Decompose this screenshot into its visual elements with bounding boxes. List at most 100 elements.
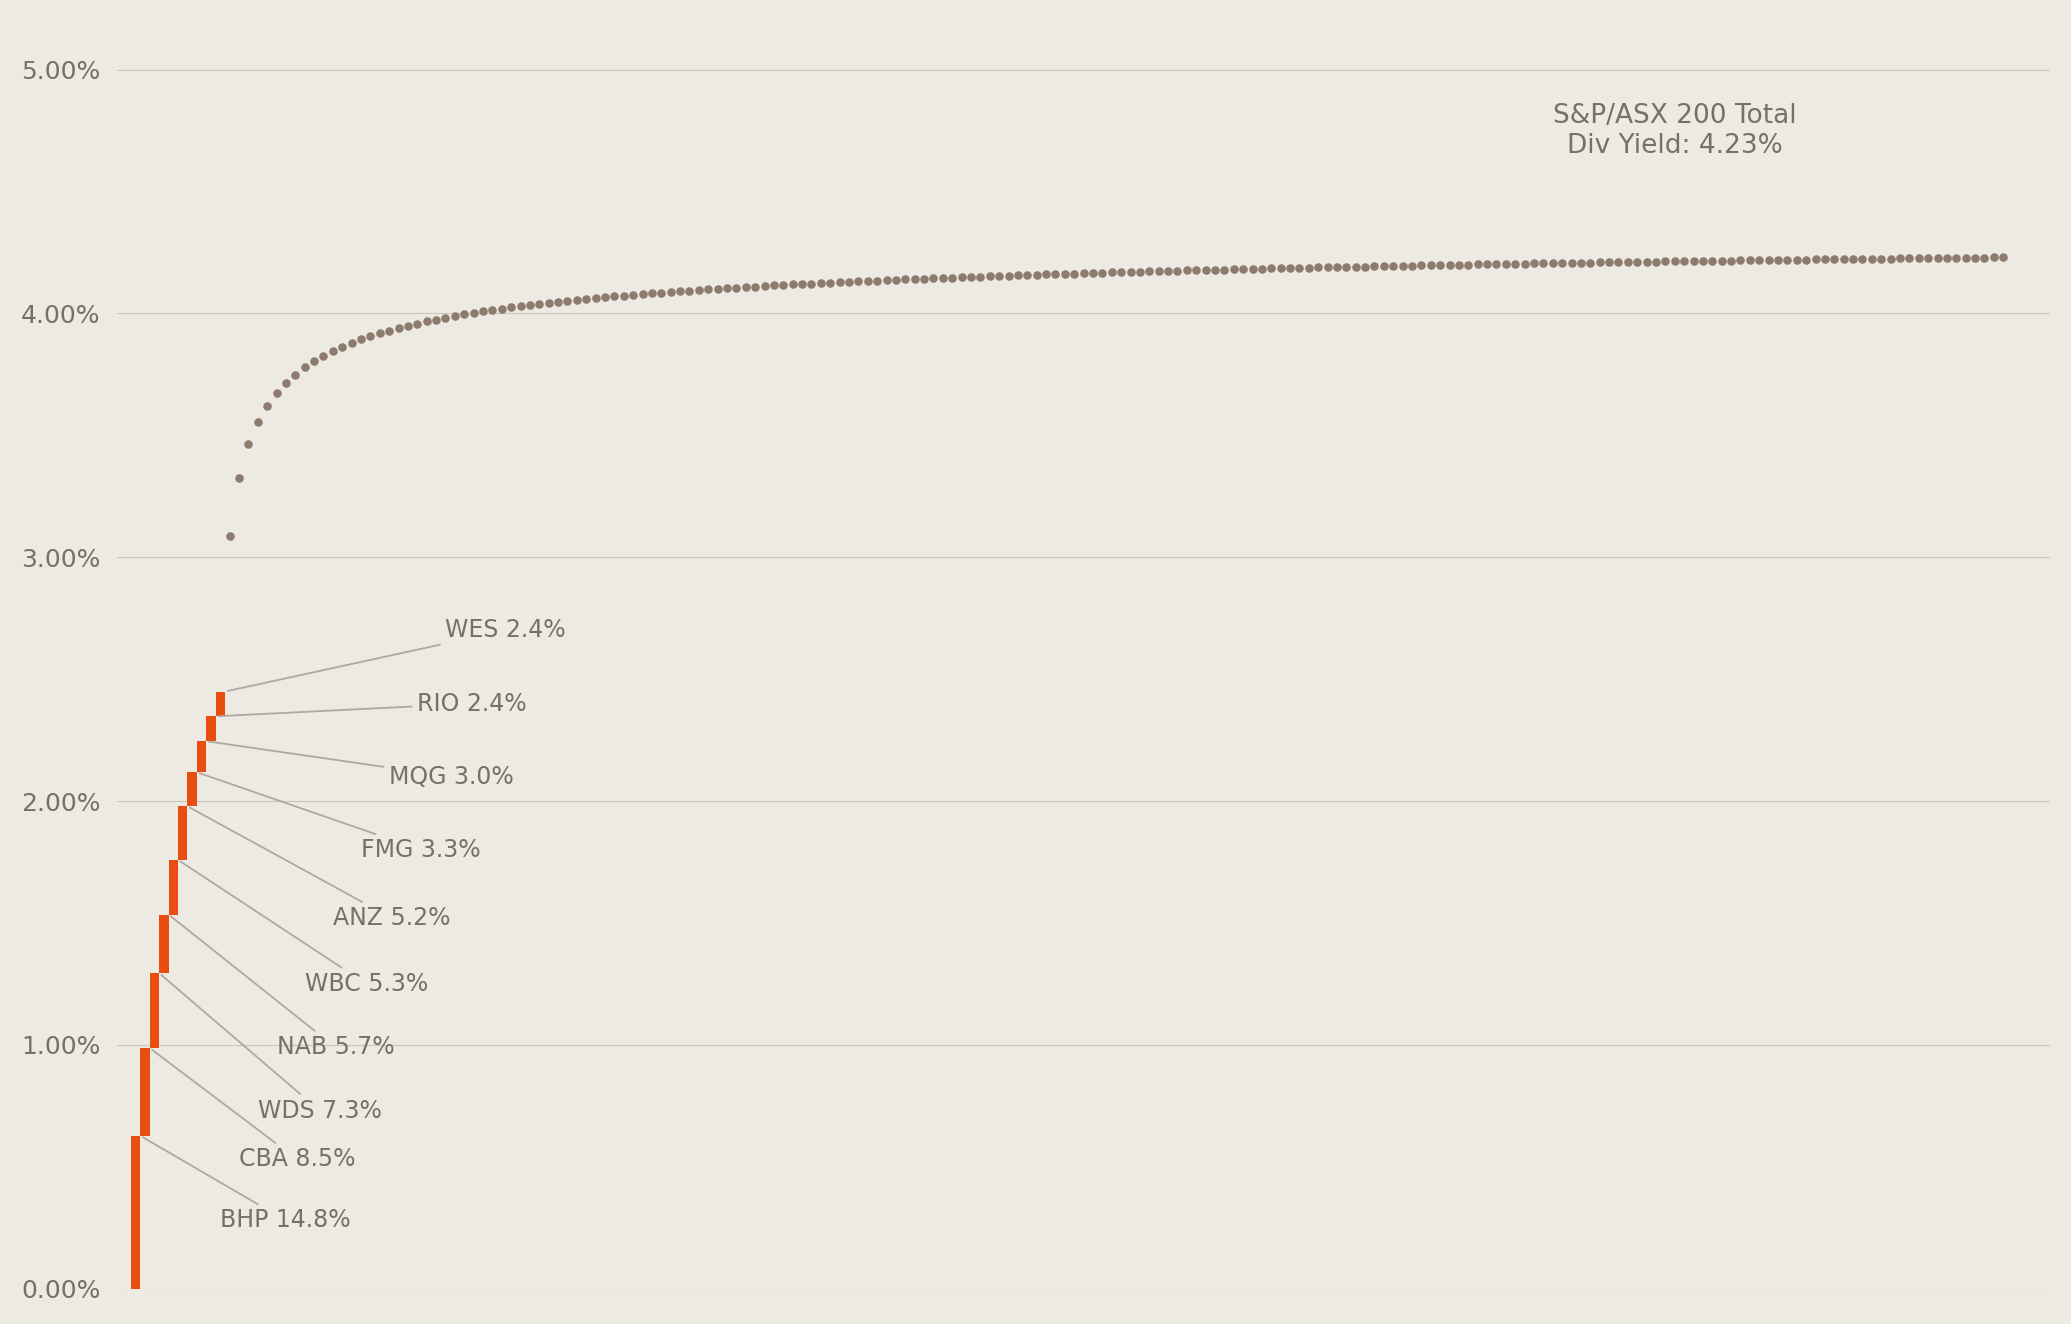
Text: ANZ 5.2%: ANZ 5.2% bbox=[191, 808, 449, 929]
Point bbox=[681, 279, 714, 301]
Point bbox=[1856, 248, 1889, 269]
Point bbox=[1593, 252, 1626, 273]
Text: WDS 7.3%: WDS 7.3% bbox=[162, 974, 381, 1123]
Point bbox=[1141, 261, 1174, 282]
Point bbox=[1499, 253, 1533, 274]
Point bbox=[944, 266, 978, 287]
Point bbox=[391, 315, 425, 336]
Point bbox=[570, 289, 603, 310]
Point bbox=[1752, 249, 1785, 270]
Point bbox=[1021, 263, 1054, 285]
Point bbox=[963, 266, 996, 287]
Point bbox=[1433, 254, 1466, 275]
Point bbox=[344, 328, 377, 350]
Point bbox=[1912, 248, 1945, 269]
Bar bbox=[197, 741, 207, 772]
Point bbox=[841, 270, 874, 291]
Point bbox=[1236, 258, 1270, 279]
Point bbox=[804, 273, 837, 294]
Point bbox=[833, 271, 866, 293]
Point bbox=[777, 274, 810, 295]
Point bbox=[617, 285, 650, 306]
Point bbox=[514, 294, 547, 315]
Text: BHP 14.8%: BHP 14.8% bbox=[143, 1137, 350, 1233]
Point bbox=[1526, 253, 1559, 274]
Point bbox=[1348, 256, 1381, 277]
Point bbox=[1649, 250, 1682, 271]
Point bbox=[420, 308, 454, 330]
Point bbox=[1441, 254, 1475, 275]
Point bbox=[1414, 254, 1448, 275]
Point bbox=[1667, 250, 1700, 271]
Point bbox=[888, 269, 922, 290]
Point bbox=[1742, 250, 1775, 271]
Point bbox=[400, 312, 433, 334]
Point bbox=[729, 277, 762, 298]
Point bbox=[447, 303, 480, 324]
Point bbox=[1845, 249, 1878, 270]
Point bbox=[1359, 256, 1392, 277]
Point bbox=[1555, 253, 1588, 274]
Point bbox=[955, 266, 988, 287]
Point bbox=[1630, 252, 1663, 273]
Point bbox=[1170, 260, 1203, 281]
Point bbox=[992, 265, 1025, 286]
Point bbox=[1330, 257, 1363, 278]
Point bbox=[1385, 256, 1419, 277]
Bar bbox=[149, 973, 159, 1049]
Point bbox=[1199, 260, 1232, 281]
Point bbox=[673, 279, 706, 301]
Point bbox=[1800, 249, 1833, 270]
Point bbox=[222, 467, 255, 489]
Point bbox=[1715, 250, 1748, 271]
Point bbox=[1122, 261, 1156, 282]
Point bbox=[307, 346, 340, 367]
Point bbox=[1151, 261, 1185, 282]
Bar bbox=[159, 915, 168, 973]
Point bbox=[1922, 248, 1955, 269]
Point bbox=[1903, 248, 1936, 269]
Point bbox=[1508, 253, 1541, 274]
Point bbox=[700, 278, 733, 299]
Point bbox=[1077, 262, 1110, 283]
Point bbox=[325, 336, 358, 357]
Point bbox=[1452, 254, 1485, 275]
Point bbox=[1723, 250, 1756, 271]
Point bbox=[1762, 249, 1796, 270]
Point bbox=[1162, 260, 1195, 281]
Point bbox=[251, 395, 284, 416]
Point bbox=[1301, 257, 1334, 278]
Point bbox=[1789, 249, 1822, 270]
Point bbox=[1404, 254, 1437, 275]
Point bbox=[1640, 252, 1673, 273]
Text: RIO 2.4%: RIO 2.4% bbox=[217, 691, 526, 716]
Point bbox=[476, 299, 509, 320]
Point bbox=[1941, 248, 1974, 269]
Point bbox=[317, 340, 350, 361]
Bar bbox=[178, 806, 186, 859]
Bar bbox=[207, 716, 215, 741]
Point bbox=[1058, 263, 1091, 285]
Point bbox=[232, 434, 265, 455]
Point bbox=[1564, 252, 1597, 273]
Point bbox=[532, 293, 565, 314]
Point bbox=[280, 364, 313, 385]
Point bbox=[663, 281, 696, 302]
Point bbox=[1180, 260, 1214, 281]
Point bbox=[1321, 257, 1354, 278]
Point bbox=[1696, 250, 1729, 271]
Text: WBC 5.3%: WBC 5.3% bbox=[180, 862, 429, 996]
Point bbox=[1067, 262, 1100, 283]
Point bbox=[1949, 248, 1982, 269]
Point bbox=[1207, 260, 1241, 281]
Point bbox=[692, 279, 725, 301]
Bar bbox=[141, 1049, 149, 1136]
Point bbox=[1611, 252, 1644, 273]
Point bbox=[1545, 253, 1578, 274]
Point bbox=[973, 266, 1007, 287]
Point bbox=[1574, 252, 1607, 273]
Point bbox=[503, 295, 536, 316]
Point bbox=[1686, 250, 1719, 271]
Point bbox=[654, 281, 688, 302]
Point bbox=[410, 311, 443, 332]
